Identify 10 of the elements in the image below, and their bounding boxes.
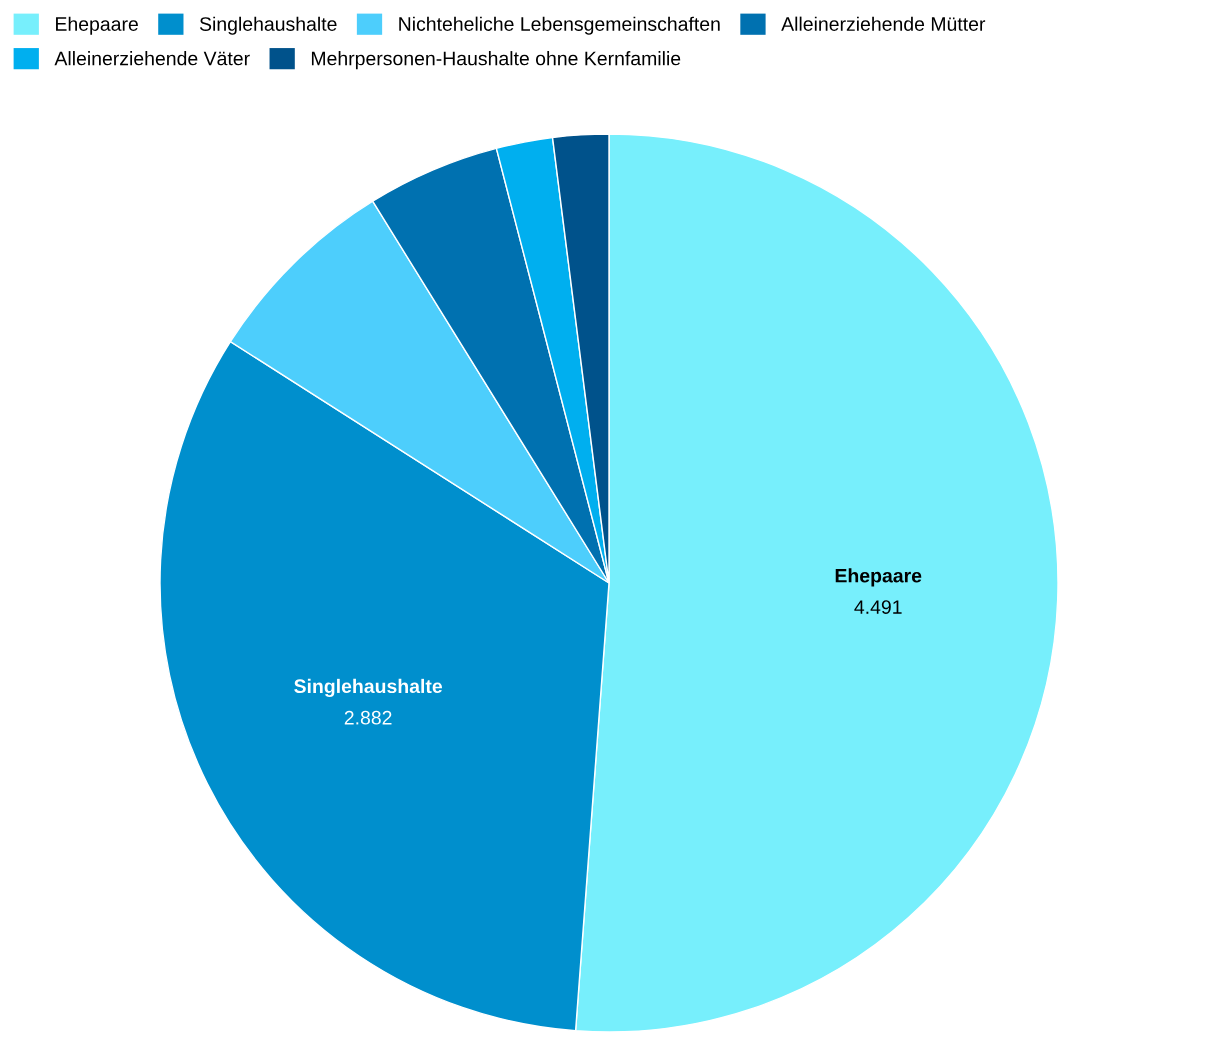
legend-label: Alleinerziehende Väter [54,51,250,66]
data-label: 4.491 [854,600,902,614]
slice-label: Ehepaare [835,568,922,587]
legend-label: Singlehaushalte [199,16,337,35]
legend-label: Alleinerziehende Mütter [781,16,986,31]
legend-label: Mehrpersonen-Haushalte ohne Kernfamilie [311,51,681,70]
legend-label: Ehepaare [56,16,138,35]
slice-label: Singlehaushalte [294,678,443,698]
legend-label: Nichteheliche Lebensgemeinschaften [399,16,720,35]
data-label: 2.882 [344,710,392,725]
